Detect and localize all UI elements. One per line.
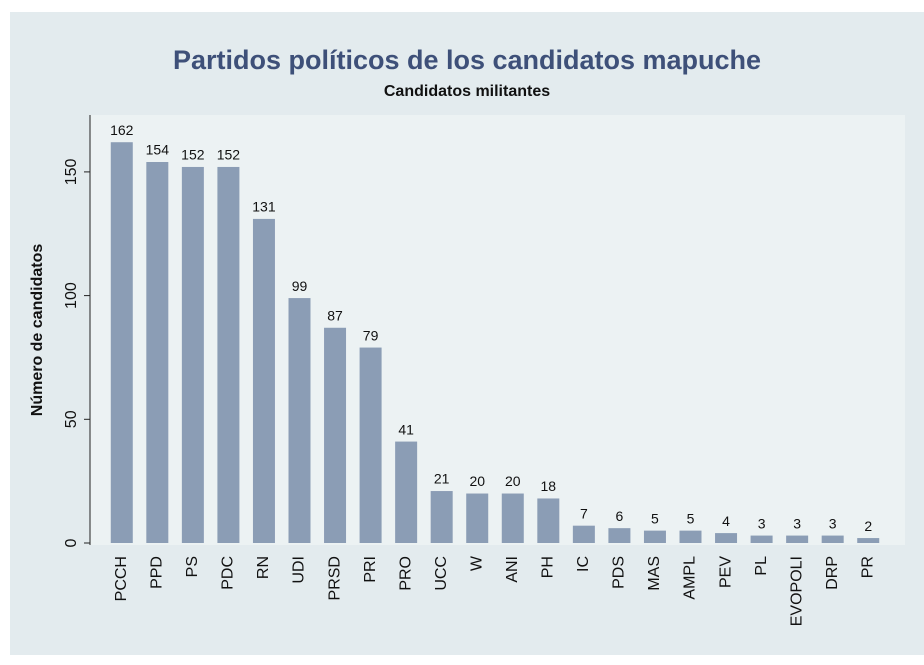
chart-title: Partidos políticos de los candidatos map… [173,45,761,75]
x-tick-label: PEV [717,556,734,588]
value-label: 18 [541,478,557,494]
value-label: 79 [363,327,379,343]
bar [750,535,773,543]
bar [430,491,453,543]
y-tick-label: 0 [63,538,80,547]
x-tick-label: PPD [149,556,166,589]
bar [572,525,595,543]
x-tick-label: MAS [646,556,663,591]
bar [715,533,738,543]
value-label: 2 [864,518,872,534]
bar [359,347,382,543]
value-label: 3 [793,515,801,531]
bar [288,298,311,543]
value-label: 154 [146,142,170,158]
bar [252,218,275,543]
value-label: 99 [292,278,308,294]
value-label: 21 [434,471,450,487]
value-label: 41 [398,421,414,437]
bar [643,530,666,543]
value-label: 5 [687,510,695,526]
bar [110,142,133,543]
value-label: 131 [252,199,276,215]
value-label: 20 [469,473,485,489]
x-tick-label: AMPL [682,556,699,600]
x-tick-label: PRSD [326,556,343,600]
bar [608,528,631,543]
x-tick-label: EVOPOLI [788,556,805,626]
x-tick-label: PR [859,556,876,578]
x-tick-label: PRI [362,556,379,583]
value-label: 87 [327,307,343,323]
x-tick-label: PDC [220,556,237,590]
bar [821,535,844,543]
value-label: 7 [580,505,588,521]
x-tick-label: PRO [397,556,414,591]
value-label: 152 [181,147,205,163]
x-tick-label: W [468,555,485,571]
value-label: 20 [505,473,521,489]
x-tick-label: PL [753,556,770,576]
x-tick-label: PS [184,556,201,577]
x-tick-label: PCCH [113,556,130,601]
bar [679,530,702,543]
value-label: 3 [829,515,837,531]
x-tick-label: UCC [433,556,450,591]
value-label: 3 [758,515,766,531]
bar [537,498,560,543]
x-tick-label: RN [255,556,272,579]
value-label: 6 [616,508,624,524]
x-tick-label: PH [540,556,557,578]
bar [857,538,880,543]
y-tick-label: 50 [63,410,80,428]
y-tick-label: 150 [63,158,80,185]
x-tick-label: ANI [504,556,521,583]
bar [146,162,169,543]
y-axis-label: Número de candidatos [29,244,46,417]
bar [217,166,240,544]
bar [786,535,809,543]
chart-subtitle: Candidatos militantes [384,83,550,100]
x-tick-label: UDI [291,556,308,584]
bar [501,493,524,543]
value-label: 4 [722,513,730,529]
x-tick-label: IC [575,556,592,572]
plot-background [90,115,905,545]
x-tick-label: DRP [824,556,841,590]
bar [466,493,489,543]
bar [324,327,347,543]
value-label: 152 [217,147,241,163]
bar [395,441,418,543]
bar [181,166,204,544]
y-tick-label: 100 [63,282,80,309]
value-label: 5 [651,510,659,526]
value-label: 162 [110,122,134,138]
x-tick-label: PDS [611,556,628,589]
